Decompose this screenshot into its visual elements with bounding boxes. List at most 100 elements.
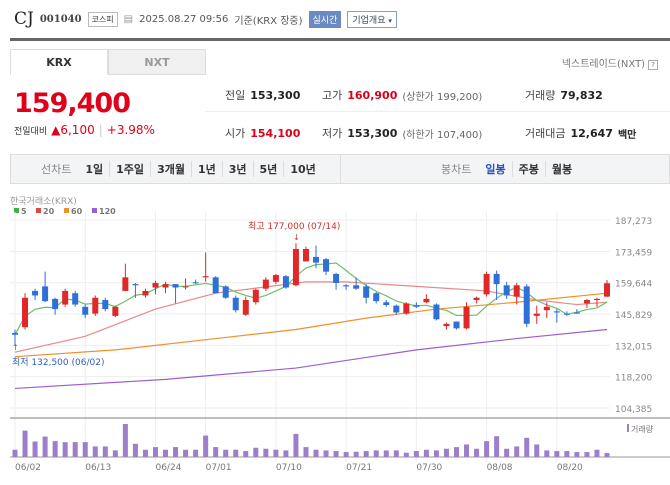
candle-body — [423, 298, 430, 303]
candle-body — [503, 285, 510, 296]
volume-bar — [253, 447, 259, 457]
volume-bar — [22, 430, 28, 457]
ma20-line — [14, 281, 608, 353]
candle-body — [373, 293, 380, 302]
volume-bar — [193, 449, 199, 457]
down-arrow-icon: ↓ — [293, 233, 300, 242]
chevron-down-icon: ▾ — [388, 16, 392, 25]
line-period-2[interactable]: 3개월 — [150, 161, 191, 177]
volume-bar — [32, 441, 38, 457]
candle-body — [463, 306, 470, 329]
min-price-note: 최저 132,500 (06/02) — [12, 357, 104, 368]
candle-body — [433, 304, 440, 320]
high-label: 고가 — [322, 89, 343, 102]
line-period-0[interactable]: 1일 — [85, 163, 104, 176]
line-period-3[interactable]: 1년 — [190, 161, 222, 177]
candle-body — [523, 286, 530, 324]
line-period-4[interactable]: 3년 — [221, 161, 253, 177]
legend-label-60: 60 — [71, 207, 83, 216]
volume-bar — [343, 452, 349, 457]
volume-bar — [132, 443, 138, 457]
volume-bar — [464, 444, 470, 457]
volume-bar — [524, 437, 530, 457]
volume-bar — [494, 436, 500, 457]
volume-bar — [393, 450, 399, 457]
x-tick-label: 06/13 — [85, 463, 111, 473]
candle-body — [252, 289, 259, 303]
candle-body — [513, 285, 520, 297]
open-label: 시가 — [225, 127, 246, 140]
volume-legend-label: 거래량 — [631, 424, 654, 434]
basis: 기준(KRX 장중) — [234, 15, 303, 27]
volume-legend-swatch — [627, 424, 629, 432]
volume-bar — [203, 435, 209, 457]
candle-body — [493, 273, 500, 285]
volume-bar — [594, 449, 600, 457]
legend-swatch-60 — [64, 208, 69, 213]
volume-bar — [534, 444, 540, 457]
candle-body — [212, 277, 219, 294]
candle-body — [593, 298, 600, 301]
prev-label: 전일 — [225, 89, 246, 102]
candle-period-2[interactable]: 월봉 — [544, 161, 578, 177]
volume-bar — [233, 449, 239, 457]
candle-body — [282, 276, 289, 288]
change-value: 6,100 — [60, 123, 95, 137]
trade-amount: 거래대금 12,647 백만 — [525, 125, 636, 141]
volume-bar — [383, 450, 389, 457]
volume-bar — [544, 450, 550, 457]
candle-body — [182, 286, 189, 288]
candle-body — [302, 248, 309, 262]
line-period-1[interactable]: 1주일 — [109, 161, 150, 177]
current-price: 159,400 — [14, 88, 131, 119]
volume-bar — [72, 442, 78, 457]
help-icon[interactable]: ? — [648, 60, 658, 70]
candle-body — [232, 297, 239, 311]
candle-body — [62, 290, 69, 305]
amount-label: 거래대금 — [525, 127, 566, 140]
candle-body — [12, 332, 18, 335]
candle-period-1[interactable]: 주봉 — [511, 161, 545, 177]
stock-header: CJ 001040 코스피 ▤ 2025.08.27 09:56 기준(KRX … — [14, 8, 397, 30]
volume-bar — [92, 446, 98, 457]
tab-krx[interactable]: KRX — [10, 49, 108, 75]
amount-unit: 백만 — [617, 129, 637, 141]
realtime-button[interactable]: 실시간 — [308, 10, 342, 28]
volume-bar — [243, 451, 249, 457]
volume-bar — [213, 447, 219, 457]
volume-bar — [474, 448, 480, 457]
volume-bar — [584, 452, 590, 457]
datetime: 2025.08.27 09:56 — [139, 13, 229, 25]
amount-value: 12,647 — [570, 126, 613, 140]
volume-bar — [564, 451, 570, 457]
candle-body — [363, 286, 370, 298]
tab-nxt[interactable]: NXT — [108, 49, 206, 75]
volume-value: 79,832 — [560, 88, 603, 102]
y-tick-label: 132,015 — [615, 342, 652, 352]
candle-period-0[interactable]: 일봉 — [485, 163, 506, 176]
candle-body — [122, 277, 129, 291]
volume-bar — [453, 447, 459, 457]
volume-bar — [504, 448, 510, 457]
candle-body — [333, 273, 340, 283]
legend-label-120: 120 — [99, 207, 116, 216]
candle-body — [403, 303, 410, 314]
candle-body — [313, 256, 320, 263]
x-tick-label: 07/30 — [416, 463, 442, 473]
nxt-link[interactable]: 넥스트레이드(NXT) ? — [562, 55, 658, 70]
line-period-5[interactable]: 5년 — [252, 161, 284, 177]
volume-bar — [42, 436, 48, 457]
candle-body — [242, 300, 249, 315]
y-tick-label: 104,385 — [615, 405, 652, 415]
high-value: 160,900 — [347, 88, 398, 102]
candle-body — [52, 298, 59, 310]
ma120-line — [14, 328, 608, 390]
line-period-6[interactable]: 10년 — [283, 161, 321, 177]
candle-body — [192, 282, 199, 284]
volume-bar — [333, 451, 339, 457]
company-overview-dropdown[interactable]: 기업개요 ▾ — [347, 10, 397, 28]
candle-body — [473, 297, 480, 301]
ma60-line — [14, 292, 608, 358]
candle-body — [604, 283, 610, 297]
candle-body — [172, 284, 179, 288]
